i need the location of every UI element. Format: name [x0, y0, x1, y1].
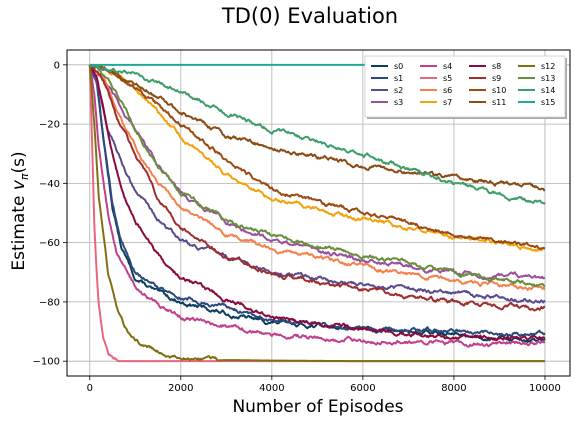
legend-label-s15: s15 — [541, 98, 555, 107]
legend-label-s3: s3 — [394, 98, 403, 107]
y-tick-label: −100 — [33, 357, 60, 368]
x-tick-label: 8000 — [441, 383, 466, 394]
y-tick-label: −60 — [39, 238, 60, 249]
series-line-s10 — [89, 63, 546, 250]
series-line-s2 — [88, 64, 546, 304]
series-line-s12 — [88, 64, 546, 363]
y-tick-label: 0 — [54, 60, 60, 71]
x-tick-label: 2000 — [168, 383, 193, 394]
legend-label-s11: s11 — [492, 98, 506, 107]
legend-label-s10: s10 — [492, 86, 506, 95]
legend-label-s5: s5 — [443, 74, 452, 83]
legend-label-s9: s9 — [492, 74, 501, 83]
legend-label-s8: s8 — [492, 62, 501, 71]
series-line-s9 — [89, 64, 546, 312]
legend-label-s1: s1 — [394, 74, 403, 83]
legend: s0 s1 s2 s3 s4 s5 s6 s7 s8 s9 s10 s11 s12 s13 s14 s15 — [364, 55, 567, 119]
series-line-s7 — [89, 63, 546, 253]
series-line-s6 — [89, 64, 546, 291]
legend-label-s7: s7 — [443, 98, 452, 107]
series-line-s4 — [88, 64, 546, 348]
x-tick-label: 0 — [87, 383, 93, 394]
legend-label-s13: s13 — [541, 74, 555, 83]
legend-label-s2: s2 — [394, 86, 403, 95]
plot-frame — [66, 49, 571, 377]
series-line-s13 — [89, 64, 546, 288]
x-tick-label: 10000 — [529, 383, 561, 394]
series-line-s11 — [89, 63, 546, 192]
x-tick-label: 6000 — [350, 383, 375, 394]
x-axis-label: Number of Episodes — [232, 397, 403, 417]
chart-title: TD(0) Evaluation — [221, 4, 398, 28]
x-tick-label: 4000 — [259, 383, 284, 394]
legend-label-s14: s14 — [541, 86, 555, 95]
series-line-s8 — [88, 64, 546, 342]
y-axis-label: Estimate vπ(s) — [9, 151, 31, 270]
legend-label-s12: s12 — [541, 62, 555, 71]
y-tick-label: −40 — [39, 179, 60, 190]
y-tick-label: −20 — [39, 120, 60, 131]
legend-label-s0: s0 — [394, 62, 403, 71]
legend-label-s4: s4 — [443, 62, 452, 71]
legend-label-s6: s6 — [443, 86, 452, 95]
series-line-s14 — [89, 63, 546, 205]
y-tick-label: −80 — [39, 297, 60, 308]
